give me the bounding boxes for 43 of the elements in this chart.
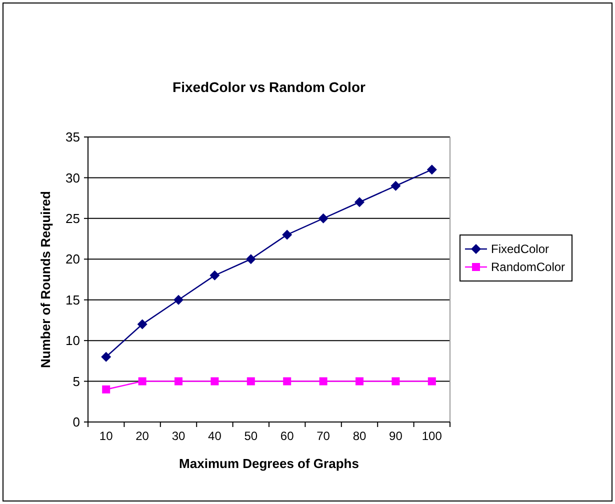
y-tick-label: 15 — [66, 292, 80, 308]
point — [137, 319, 148, 330]
x-axis-title: Maximum Degrees of Graphs — [179, 456, 359, 471]
y-tick-label: 5 — [72, 374, 80, 389]
point — [246, 377, 255, 386]
y-tick-label: 10 — [66, 333, 80, 348]
point — [426, 164, 437, 175]
x-tick-label: 50 — [244, 429, 258, 443]
x-tick-label: 20 — [136, 429, 150, 443]
x-tick-label: 30 — [172, 429, 186, 443]
point — [210, 270, 220, 280]
point — [392, 377, 400, 386]
point — [428, 377, 436, 386]
point — [282, 230, 292, 240]
point — [319, 377, 328, 386]
x-tick-label: 90 — [389, 429, 403, 443]
point — [174, 294, 184, 305]
point — [101, 352, 112, 362]
point — [318, 213, 328, 224]
y-axis-title: Number of Rounds Required — [38, 190, 53, 368]
point — [356, 377, 364, 386]
x-tick-label: 100 — [422, 429, 442, 443]
legend-label: RandomColor — [491, 260, 566, 274]
y-tick-label: 35 — [66, 130, 80, 145]
y-tick-label: 30 — [66, 170, 80, 186]
x-tick-label: 10 — [99, 429, 114, 443]
chart-title: FixedColor vs Random Color — [172, 79, 366, 95]
point — [210, 377, 219, 386]
legend-label: FixedColor — [491, 242, 550, 256]
x-tick-label: 60 — [280, 429, 294, 443]
x-tick-label: 40 — [208, 429, 222, 443]
point — [354, 197, 364, 208]
point — [283, 377, 292, 386]
point — [246, 254, 256, 264]
point — [138, 377, 146, 386]
y-tick-label: 25 — [66, 210, 80, 226]
point — [390, 180, 401, 191]
x-tick-label: 80 — [352, 429, 366, 443]
x-tick-label: 70 — [316, 429, 330, 443]
y-tick-label: 20 — [66, 252, 80, 267]
point — [174, 377, 182, 386]
point — [102, 385, 110, 394]
y-tick-label: 0 — [72, 414, 80, 430]
